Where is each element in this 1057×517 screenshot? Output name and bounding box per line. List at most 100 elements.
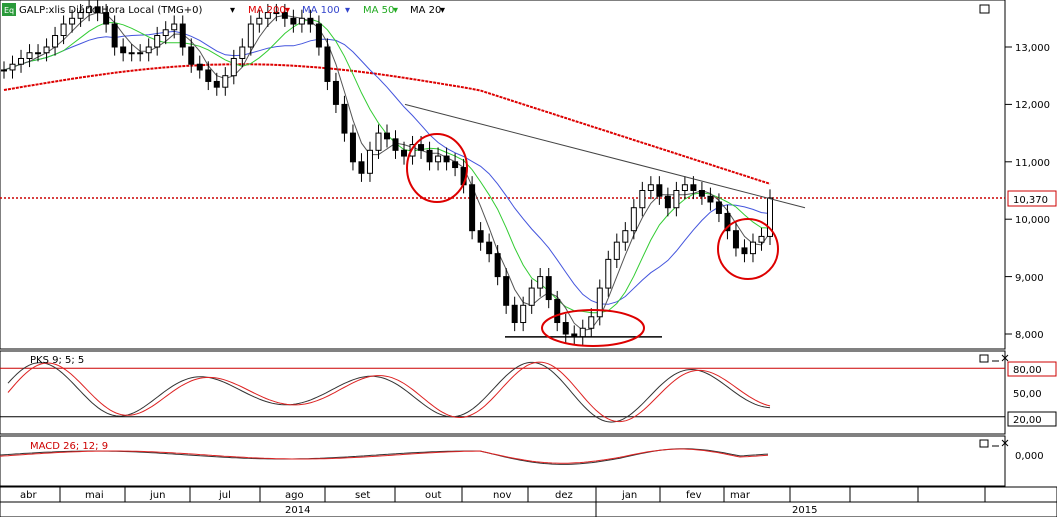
candle	[545, 276, 552, 301]
candle	[588, 316, 595, 329]
candle	[358, 161, 365, 174]
candle	[103, 12, 110, 25]
month-label: abr	[20, 490, 37, 501]
candle	[452, 161, 459, 169]
month-label: mai	[85, 490, 104, 501]
chevron-down-icon[interactable]: ▾	[230, 5, 235, 16]
equity-badge-icon	[2, 3, 16, 16]
candle	[315, 23, 322, 48]
candle	[239, 46, 246, 59]
candle	[494, 253, 501, 278]
candle	[222, 75, 229, 88]
candle	[18, 57, 25, 65]
candle	[486, 241, 493, 255]
candle	[477, 230, 484, 243]
month-label: ago	[285, 490, 304, 501]
candle	[537, 276, 544, 289]
candle	[418, 144, 425, 151]
ma200-line	[3, 63, 771, 185]
candle	[77, 12, 84, 19]
candle	[749, 241, 756, 255]
price-tick: 13,000	[1015, 43, 1050, 54]
candle	[341, 103, 348, 134]
candle	[596, 287, 603, 318]
main-pane	[0, 0, 1006, 350]
candle	[120, 46, 127, 54]
candle	[409, 144, 416, 157]
macd-legend[interactable]: MACD 26; 12; 9	[30, 441, 108, 452]
legend-ma20[interactable]: MA 20	[410, 5, 441, 16]
candle	[171, 23, 178, 31]
candle	[366, 149, 373, 174]
price-tick: 12,000	[1015, 100, 1050, 111]
price-axis: 13,000 12,000 11,000 10,000 9,000 8,000	[1015, 43, 1050, 341]
candle	[426, 149, 433, 163]
legend-ma50[interactable]: MA 50	[363, 5, 394, 16]
candle	[698, 190, 705, 197]
month-label: nov	[493, 490, 511, 501]
candle	[69, 17, 76, 25]
candle	[562, 322, 569, 335]
candle	[613, 241, 620, 260]
pks-k-line	[7, 361, 771, 423]
ma100-line	[3, 30, 771, 305]
equity-badge: Eq	[4, 6, 14, 15]
candle	[707, 195, 714, 203]
candle	[681, 184, 688, 191]
candle	[630, 207, 637, 232]
candle	[767, 197, 773, 237]
chevron-down-icon[interactable]: ▾	[440, 5, 445, 16]
candle	[162, 29, 169, 37]
pks-pane	[0, 350, 1006, 435]
candle	[732, 230, 739, 249]
close-icon[interactable]	[1001, 354, 1009, 362]
candle	[605, 258, 612, 289]
ma20-line	[3, 12, 771, 331]
candle	[94, 6, 101, 14]
candle	[724, 212, 731, 232]
month-label: jun	[149, 490, 165, 501]
maximize-icon[interactable]	[979, 354, 989, 363]
candle	[230, 57, 237, 77]
candle	[196, 63, 203, 71]
candle	[528, 287, 535, 306]
chevron-down-icon[interactable]: ▾	[393, 5, 398, 16]
candle	[1, 69, 7, 72]
macd-pane	[0, 435, 1006, 487]
legend-ma100[interactable]: MA 100	[302, 5, 340, 16]
candle	[273, 12, 280, 15]
macd-tick: 0,000	[1015, 451, 1044, 462]
candle	[128, 52, 135, 55]
candle	[673, 190, 680, 209]
candle	[247, 23, 254, 48]
main-legend: Eq GALP:xlis Diário Hora Local (TMG+0) ▾…	[2, 3, 445, 16]
price-tick: 11,000	[1015, 158, 1050, 169]
time-axis-months: abr mai jun jul ago set out nov dez jan …	[20, 490, 751, 501]
candle	[639, 190, 646, 209]
candle	[349, 132, 356, 163]
year-label: 2014	[285, 505, 310, 516]
candle	[469, 184, 476, 232]
chevron-down-icon[interactable]: ▾	[285, 5, 290, 16]
candle	[520, 304, 527, 324]
macd-signal-line	[0, 448, 769, 464]
candle	[384, 132, 390, 140]
circle-dez	[541, 309, 645, 347]
candle	[647, 184, 654, 191]
chevron-down-icon[interactable]: ▾	[345, 5, 350, 16]
candle	[332, 80, 339, 105]
chart-title[interactable]: GALP:xlis Diário Hora Local (TMG+0)	[19, 4, 202, 16]
close-icon[interactable]	[1001, 439, 1009, 447]
legend-ma200[interactable]: MA 200	[248, 5, 286, 16]
candle	[145, 46, 152, 54]
pks-lower-label: 20,00	[1013, 415, 1042, 426]
maximize-icon[interactable]	[979, 439, 989, 448]
pks-legend[interactable]: PKS 9; 5; 5	[30, 355, 84, 366]
month-label: jul	[218, 490, 231, 501]
candle	[154, 35, 161, 48]
candle	[26, 52, 33, 59]
maximize-icon[interactable]	[979, 4, 990, 14]
candle	[503, 276, 510, 306]
candle	[188, 46, 195, 65]
